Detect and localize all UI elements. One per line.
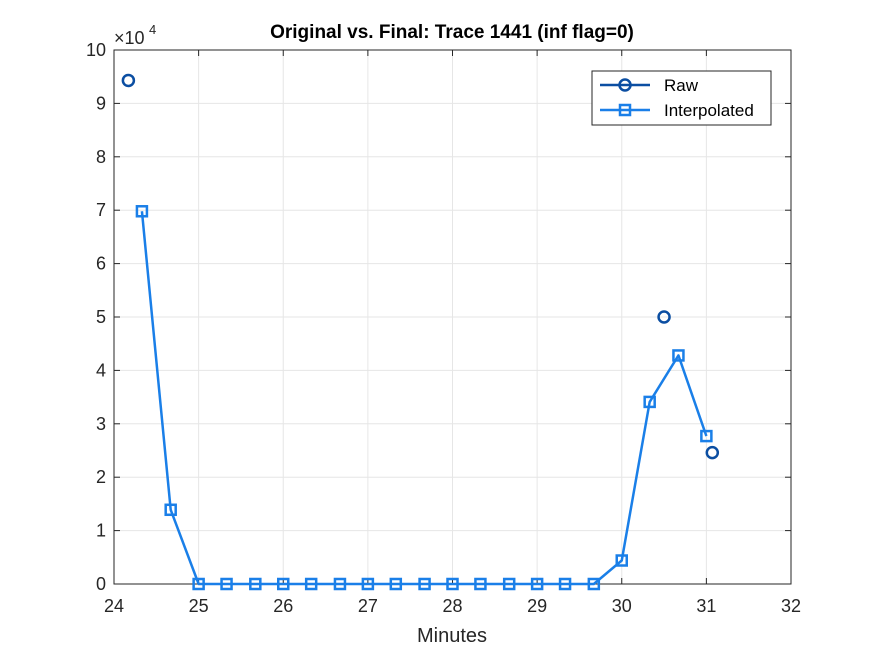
chart-title: Original vs. Final: Trace 1441 (inf flag… (270, 22, 634, 43)
y-tick-label: 7 (96, 200, 106, 220)
y-tick-label: 6 (96, 254, 106, 274)
data-point-interpolated (558, 577, 572, 591)
legend-interpolated-marker (618, 103, 632, 117)
data-point-interpolated (333, 577, 347, 591)
x-tick-label: 26 (273, 596, 293, 616)
data-point-interpolated (672, 349, 685, 362)
legend: Raw Interpolated (591, 70, 772, 126)
data-point-interpolated (474, 577, 487, 591)
data-point-interpolated (192, 577, 205, 591)
data-point-interpolated (249, 577, 262, 591)
grid (113, 49, 792, 585)
data-point-interpolated (615, 554, 628, 567)
data-point-interpolated (135, 205, 149, 218)
legend-entry-raw: Raw (600, 76, 699, 95)
data-point-interpolated (530, 577, 544, 591)
y-exponent-base: ×10 (114, 28, 145, 48)
x-tick-label: 25 (189, 596, 209, 616)
data-point-interpolated (643, 395, 656, 409)
x-tick-label: 31 (696, 596, 716, 616)
y-tick-label: 2 (96, 467, 106, 487)
y-tick-label: 10 (86, 40, 106, 60)
data-point-interpolated (277, 577, 290, 591)
legend-raw-label: Raw (664, 76, 699, 95)
series-layer (121, 73, 720, 591)
y-tick-label: 4 (96, 360, 106, 380)
data-point-interpolated (700, 429, 713, 443)
data-point-interpolated (220, 577, 233, 591)
y-tick-label: 8 (96, 147, 106, 167)
tick-labels: 24 25 26 27 28 29 30 31 32 0 1 2 3 4 5 6 7 8 9 10 (86, 40, 801, 616)
data-point-interpolated (389, 577, 403, 591)
data-point-interpolated (446, 577, 459, 591)
legend-interpolated-label: Interpolated (664, 101, 754, 120)
data-point-raw (705, 445, 720, 460)
y-tick-label: 1 (96, 521, 106, 541)
y-tick-label: 9 (96, 93, 106, 113)
y-tick-label: 0 (96, 574, 106, 594)
series-line-interpolated (140, 211, 708, 586)
x-tick-label: 29 (527, 596, 547, 616)
y-exponent: ×10 4 (114, 22, 156, 48)
data-point-raw (657, 310, 671, 324)
data-point-raw (121, 73, 136, 88)
x-axis-label: Minutes (417, 625, 487, 647)
x-tick-label: 32 (781, 596, 801, 616)
legend-raw-marker (618, 78, 632, 92)
x-tick-label: 24 (104, 596, 124, 616)
legend-entry-interpolated: Interpolated (600, 101, 754, 120)
y-exponent-power: 4 (149, 22, 156, 37)
data-point-interpolated (502, 577, 516, 591)
ticks (113, 49, 792, 585)
data-point-interpolated (164, 503, 177, 517)
data-point-interpolated (361, 577, 375, 591)
data-point-interpolated (418, 577, 431, 591)
x-tick-label: 27 (358, 596, 378, 616)
y-tick-label: 3 (96, 414, 106, 434)
data-point-interpolated (304, 577, 318, 591)
x-tick-label: 30 (612, 596, 632, 616)
series-interpolated (135, 205, 713, 591)
series-raw (121, 73, 720, 460)
x-tick-label: 28 (442, 596, 462, 616)
y-tick-label: 5 (96, 307, 106, 327)
data-point-interpolated (587, 577, 601, 591)
